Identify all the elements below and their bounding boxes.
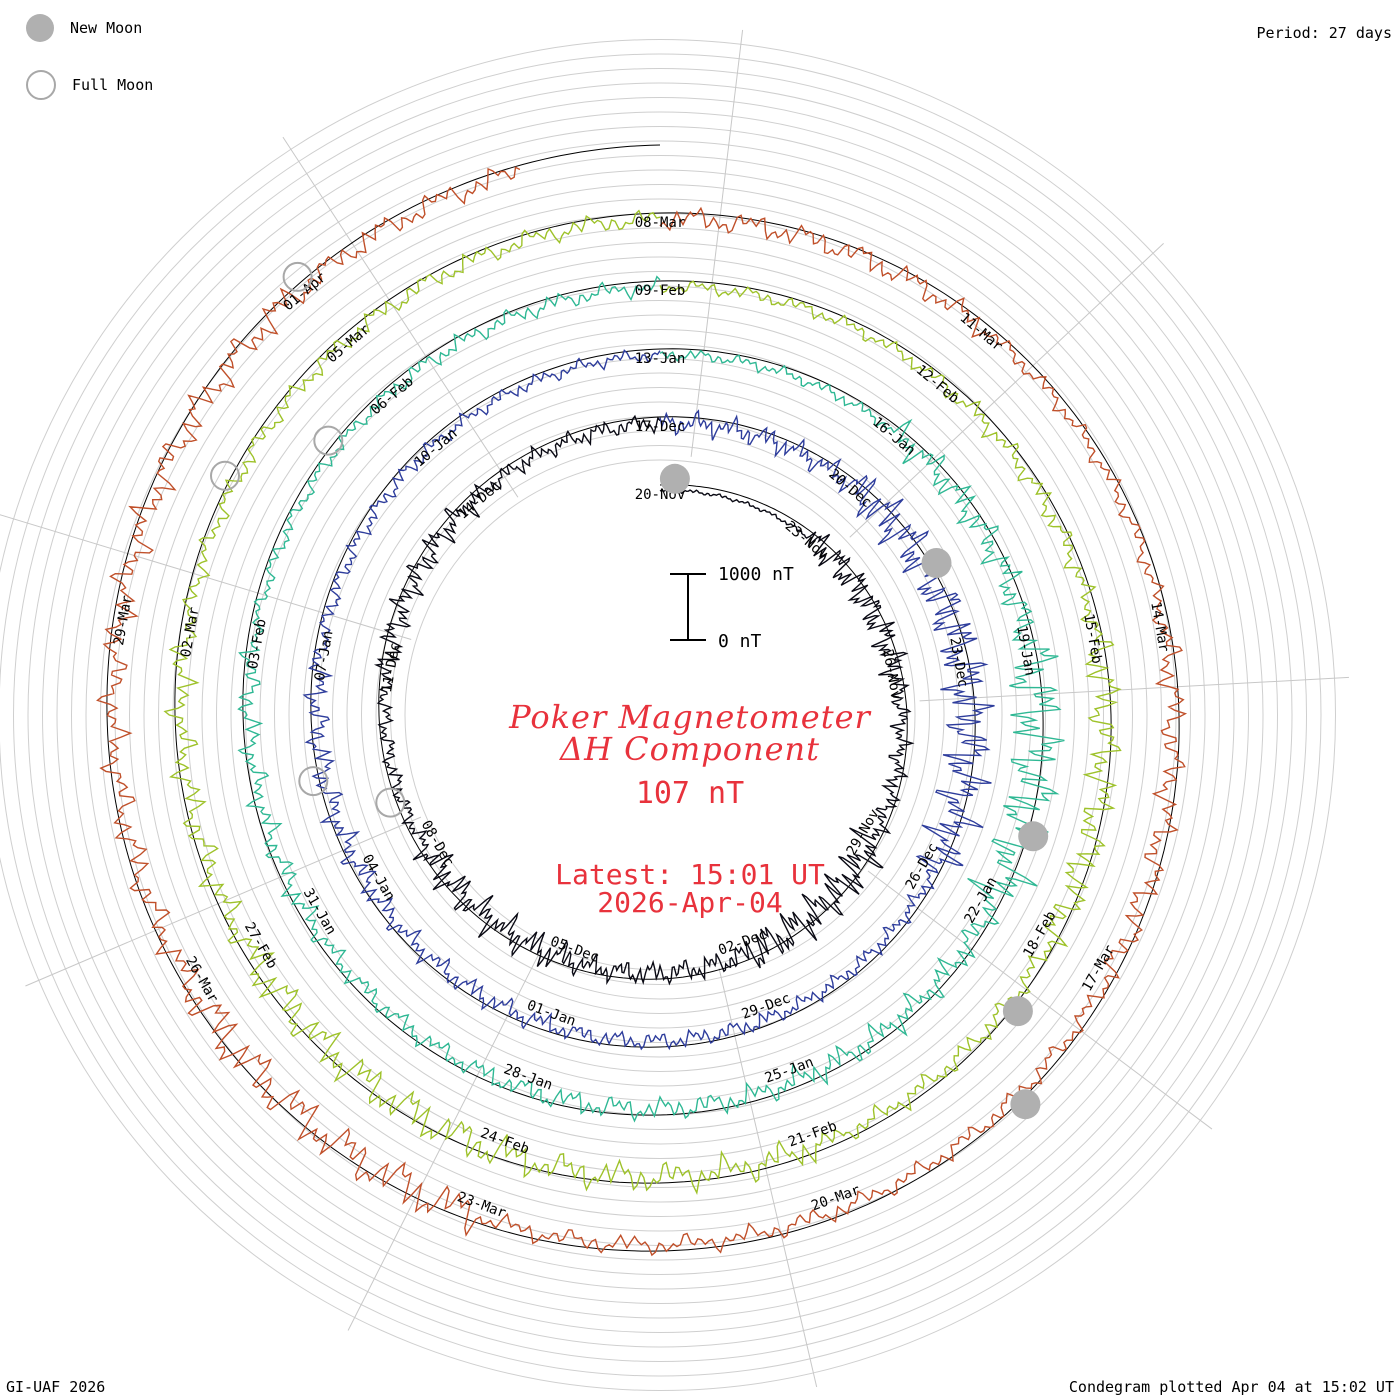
grid-ring bbox=[71, 126, 1249, 1304]
date-label: 10-Jan bbox=[412, 426, 461, 471]
grid-ring bbox=[0, 53, 1322, 1377]
grid-ring bbox=[56, 111, 1264, 1319]
baseline-spiral bbox=[174, 212, 1112, 1184]
grid-ring bbox=[288, 343, 1032, 1087]
date-label: 02-Mar bbox=[178, 606, 203, 659]
date-label: 11-Dec bbox=[379, 641, 404, 694]
grid-ring bbox=[303, 358, 1017, 1072]
grid-ring bbox=[114, 169, 1206, 1261]
date-label: 23-Nov bbox=[782, 518, 831, 563]
grid-ring bbox=[172, 227, 1148, 1203]
grid-spoke bbox=[867, 870, 1213, 1130]
full-moon-marker bbox=[298, 766, 329, 797]
grid-ring bbox=[390, 445, 930, 985]
full-moon-marker bbox=[282, 261, 313, 292]
grid-ring bbox=[332, 387, 988, 1043]
grid-ring bbox=[245, 300, 1075, 1130]
date-label: 01-Apr bbox=[280, 269, 329, 314]
footer-plotted-time: Condegram plotted Apr 04 at 15:02 UT bbox=[1068, 1378, 1394, 1396]
grid-ring bbox=[201, 256, 1119, 1174]
new-moon-marker bbox=[1018, 821, 1049, 852]
grid-spoke bbox=[282, 136, 519, 498]
scale-top-label: 1000 nT bbox=[718, 564, 794, 585]
grid-ring bbox=[13, 68, 1307, 1362]
current-value: 107 nT bbox=[635, 776, 745, 811]
full-moon-marker bbox=[375, 787, 406, 818]
footer-credit: GI-UAF 2026 bbox=[6, 1378, 106, 1396]
date-label: 13-Jan bbox=[635, 351, 686, 367]
chart-component: ΔH Component bbox=[559, 730, 821, 768]
date-label: 01-Jan bbox=[525, 997, 578, 1029]
date-label: 26-Mar bbox=[182, 954, 221, 1006]
latest-time: Latest: 15:01 UT bbox=[555, 858, 825, 891]
baseline-spiral bbox=[378, 416, 908, 980]
new-moon-label: New Moon bbox=[70, 19, 143, 37]
date-label: 09-Feb bbox=[635, 283, 686, 299]
date-label: 19-Jan bbox=[1013, 624, 1038, 677]
grid-ring bbox=[187, 242, 1133, 1188]
grid-ring bbox=[129, 184, 1191, 1246]
legend-full-moon: Full Moon bbox=[26, 70, 153, 100]
date-label: 22-Jan bbox=[961, 874, 1000, 926]
grid-ring bbox=[375, 430, 945, 1000]
period-label: Period: 27 days bbox=[1256, 24, 1392, 42]
date-label: 29-Mar bbox=[111, 594, 136, 647]
series-trace bbox=[163, 209, 1122, 1196]
date-label: 04-Jan bbox=[359, 852, 398, 904]
grid-spoke bbox=[718, 968, 818, 1388]
grid-ring bbox=[143, 198, 1177, 1232]
series-trace bbox=[96, 166, 1188, 1257]
grid-spoke bbox=[919, 676, 1350, 702]
grid-ring bbox=[42, 97, 1278, 1333]
full-moon-marker bbox=[313, 425, 344, 456]
grid-ring bbox=[0, 39, 1336, 1391]
chart-title: Poker Magnetometer bbox=[509, 698, 871, 736]
full-moon-marker bbox=[210, 460, 240, 491]
date-label: 23-Mar bbox=[455, 1189, 508, 1221]
date-label: 07-Jan bbox=[312, 630, 337, 683]
date-label: 28-Jan bbox=[502, 1061, 555, 1093]
series-trace bbox=[373, 414, 915, 986]
grid-spoke bbox=[849, 242, 1164, 538]
date-label: 18-Feb bbox=[1020, 908, 1059, 960]
date-label: 05-Dec bbox=[548, 934, 601, 966]
new-moon-marker bbox=[1010, 1089, 1041, 1120]
date-label: 17-Dec bbox=[635, 419, 686, 435]
full-moon-label: Full Moon bbox=[72, 76, 154, 94]
latest-date: 2026-Apr-04 bbox=[597, 886, 783, 919]
date-label: 20-Mar bbox=[809, 1182, 862, 1214]
legend-new-moon: New Moon bbox=[26, 14, 142, 42]
grid-ring bbox=[274, 329, 1046, 1101]
date-label: 11-Mar bbox=[957, 310, 1006, 355]
grid-spoke bbox=[0, 514, 412, 641]
full-moon-icon bbox=[26, 70, 56, 100]
grid-spoke bbox=[690, 29, 744, 457]
date-label: 14-Mar bbox=[1147, 601, 1172, 654]
grid-ring bbox=[85, 140, 1235, 1290]
new-moon-marker bbox=[1002, 996, 1033, 1027]
new-moon-icon bbox=[26, 14, 54, 42]
grid-ring bbox=[404, 459, 916, 971]
grid-ring bbox=[27, 82, 1293, 1348]
baseline-spiral bbox=[242, 280, 1044, 1116]
series-trace bbox=[237, 275, 1065, 1123]
new-moon-marker bbox=[921, 548, 952, 578]
grid-ring bbox=[100, 155, 1220, 1275]
baseline-spiral bbox=[106, 144, 1180, 1252]
scale-bottom-label: 0 nT bbox=[718, 631, 762, 652]
grid-ring bbox=[216, 271, 1104, 1159]
date-label: 15-Feb bbox=[1080, 612, 1105, 665]
date-label: 08-Mar bbox=[635, 215, 686, 231]
new-moon-marker bbox=[659, 463, 690, 494]
